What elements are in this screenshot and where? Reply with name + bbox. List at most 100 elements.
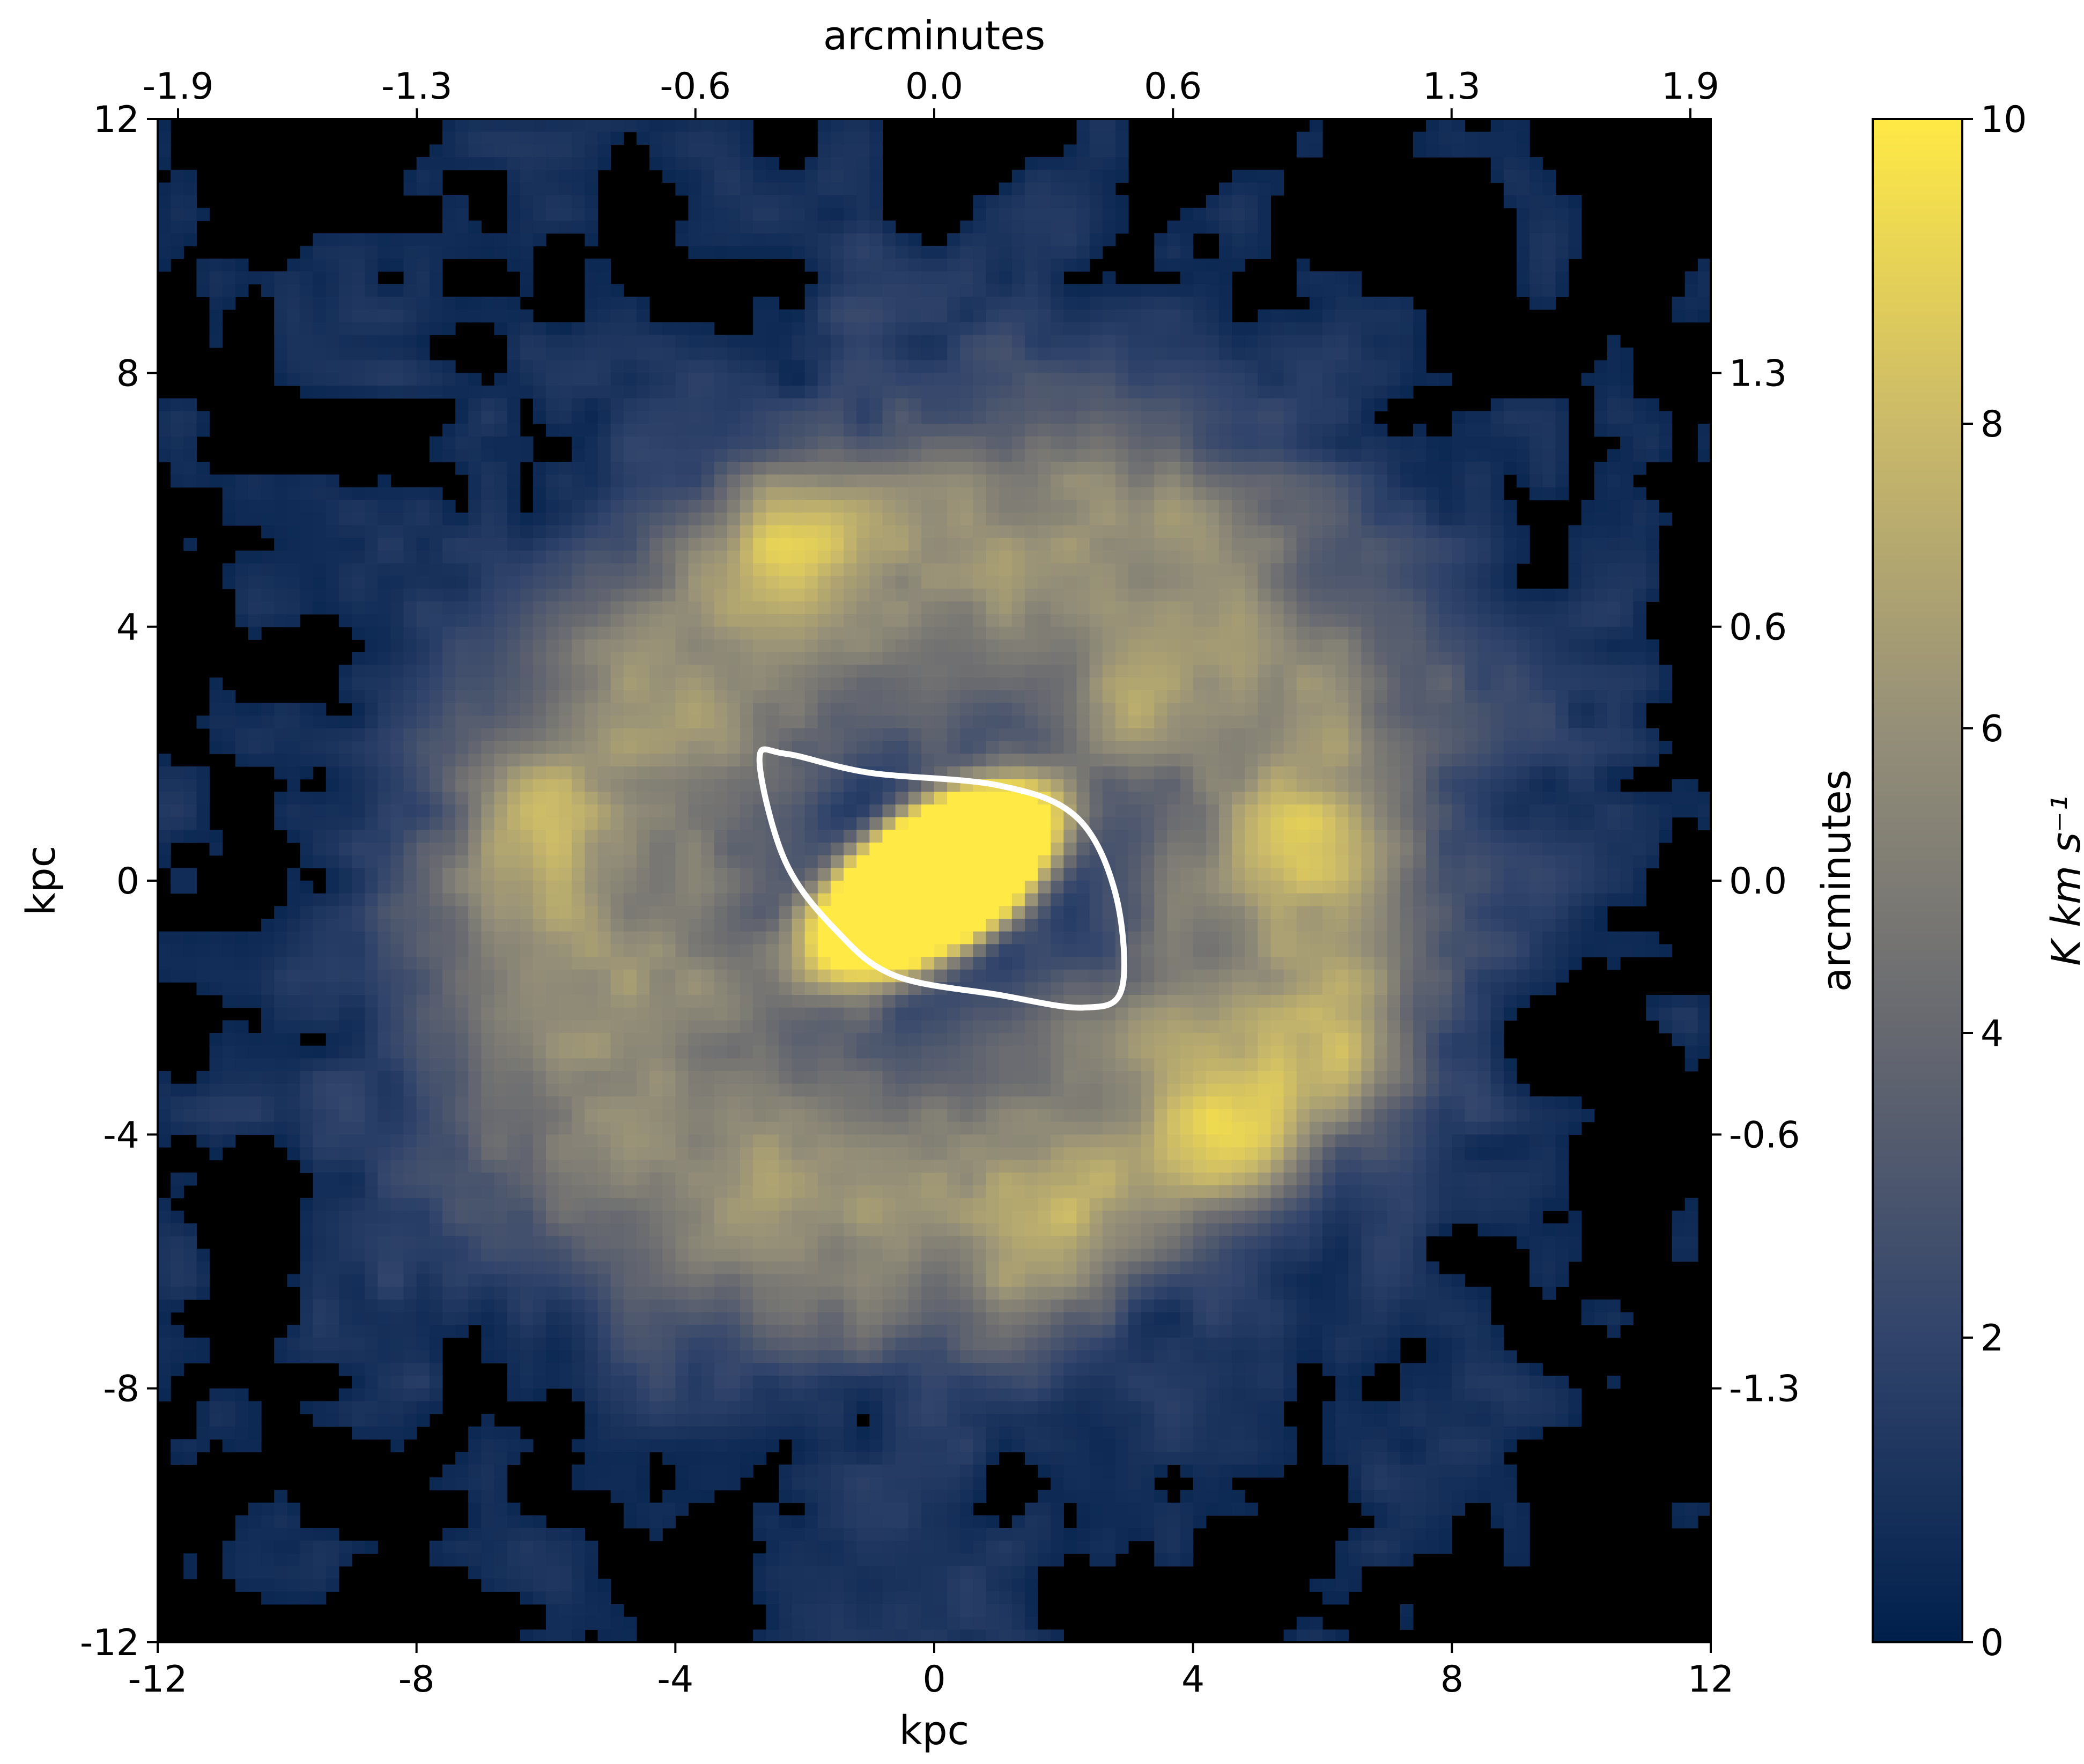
heatmap-cell: [352, 754, 365, 767]
heatmap-cell: [1529, 652, 1543, 666]
heatmap-cell: [817, 474, 831, 488]
heatmap-cell: [1594, 424, 1608, 437]
heatmap-cell: [1258, 195, 1272, 209]
heatmap-cell: [533, 830, 546, 843]
heatmap-cell: [1413, 131, 1427, 145]
heatmap-cell: [792, 817, 805, 830]
heatmap-cell: [869, 487, 883, 500]
heatmap-cell: [1154, 525, 1167, 538]
heatmap-cell: [1413, 525, 1427, 538]
heatmap-cell: [830, 131, 844, 145]
heatmap-cell: [403, 246, 417, 259]
heatmap-cell: [817, 677, 831, 691]
heatmap-cell: [1076, 487, 1090, 500]
heatmap-cell: [429, 271, 443, 285]
heatmap-cell: [753, 360, 766, 373]
heatmap-cell: [468, 576, 482, 589]
heatmap-cell: [365, 297, 378, 310]
heatmap-cell: [158, 220, 171, 234]
heatmap-cell: [338, 804, 352, 818]
heatmap-cell: [171, 779, 184, 792]
heatmap-cell: [999, 348, 1013, 361]
heatmap-cell: [468, 715, 482, 729]
heatmap-cell: [222, 297, 236, 310]
heatmap-cell: [1296, 271, 1310, 285]
heatmap-cell: [844, 652, 857, 666]
heatmap-cell: [1154, 779, 1167, 792]
heatmap-cell: [623, 119, 637, 132]
heatmap-cell: [1258, 169, 1272, 183]
heatmap-cell: [390, 677, 404, 691]
heatmap-cell: [209, 297, 223, 310]
heatmap-cell: [313, 487, 327, 500]
heatmap-cell: [1218, 424, 1232, 437]
heatmap-cell: [1167, 703, 1181, 716]
heatmap-cell: [1115, 144, 1129, 158]
heatmap-cell: [455, 741, 469, 754]
heatmap-cell: [1374, 449, 1388, 462]
heatmap-cell: [481, 131, 495, 145]
heatmap-cell: [1063, 144, 1077, 158]
heatmap-cell: [934, 525, 948, 538]
heatmap-cell: [1490, 779, 1504, 792]
heatmap-cell: [1024, 348, 1038, 361]
heatmap-cell: [507, 208, 521, 221]
heatmap-cell: [1607, 474, 1621, 488]
heatmap-cell: [1296, 563, 1310, 577]
heatmap-cell: [714, 550, 728, 564]
heatmap-cell: [520, 576, 534, 589]
heatmap-cell: [338, 386, 352, 399]
heatmap-cell: [468, 373, 482, 386]
heatmap-cell: [1232, 715, 1245, 729]
heatmap-cell: [636, 754, 650, 767]
heatmap-cell: [844, 563, 857, 577]
heatmap-cell: [856, 601, 870, 615]
heatmap-cell: [921, 665, 935, 678]
heatmap-cell: [753, 588, 766, 602]
heatmap-cell: [1218, 195, 1232, 209]
heatmap-cell: [507, 639, 521, 653]
heatmap-cell: [1529, 474, 1543, 488]
heatmap-cell: [1335, 309, 1349, 323]
heatmap-cell: [1011, 703, 1025, 716]
heatmap-cell: [1413, 424, 1427, 437]
heatmap-cell: [921, 284, 935, 297]
heatmap-cell: [1633, 411, 1646, 424]
heatmap-cell: [209, 474, 223, 488]
heatmap-cell: [610, 715, 624, 729]
heatmap-cell: [1245, 576, 1258, 589]
heatmap-cell: [649, 601, 663, 615]
heatmap-cell: [753, 322, 766, 335]
heatmap-cell: [585, 411, 598, 424]
heatmap-cell: [1426, 614, 1439, 628]
heatmap-cell: [882, 360, 896, 373]
heatmap-cell: [365, 487, 378, 500]
heatmap-cell: [636, 424, 650, 437]
heatmap-cell: [1011, 411, 1025, 424]
heatmap-cell: [882, 677, 896, 691]
heatmap-cell: [1335, 297, 1349, 310]
heatmap-cell: [1115, 690, 1129, 704]
heatmap-cell: [830, 474, 844, 488]
heatmap-cell: [1154, 715, 1167, 729]
heatmap-cell: [1193, 335, 1207, 348]
heatmap-cell: [1348, 601, 1362, 615]
heatmap-cell: [1258, 715, 1272, 729]
heatmap-cell: [1232, 677, 1245, 691]
heatmap-cell: [688, 500, 702, 513]
heatmap-cell: [1167, 284, 1181, 297]
heatmap-cell: [1387, 462, 1401, 475]
heatmap-cell: [1089, 563, 1103, 577]
heatmap-cell: [986, 246, 1000, 259]
heatmap-cell: [1141, 728, 1155, 742]
heatmap-cell: [740, 817, 753, 830]
heatmap-cell: [1387, 741, 1401, 754]
heatmap-cell: [817, 169, 831, 183]
heatmap-cell: [779, 169, 793, 183]
heatmap-cell: [947, 284, 960, 297]
heatmap-cell: [546, 639, 559, 653]
heatmap-cell: [1633, 576, 1646, 589]
heatmap-cell: [597, 462, 611, 475]
heatmap-cell: [1180, 741, 1194, 754]
heatmap-cell: [390, 335, 404, 348]
